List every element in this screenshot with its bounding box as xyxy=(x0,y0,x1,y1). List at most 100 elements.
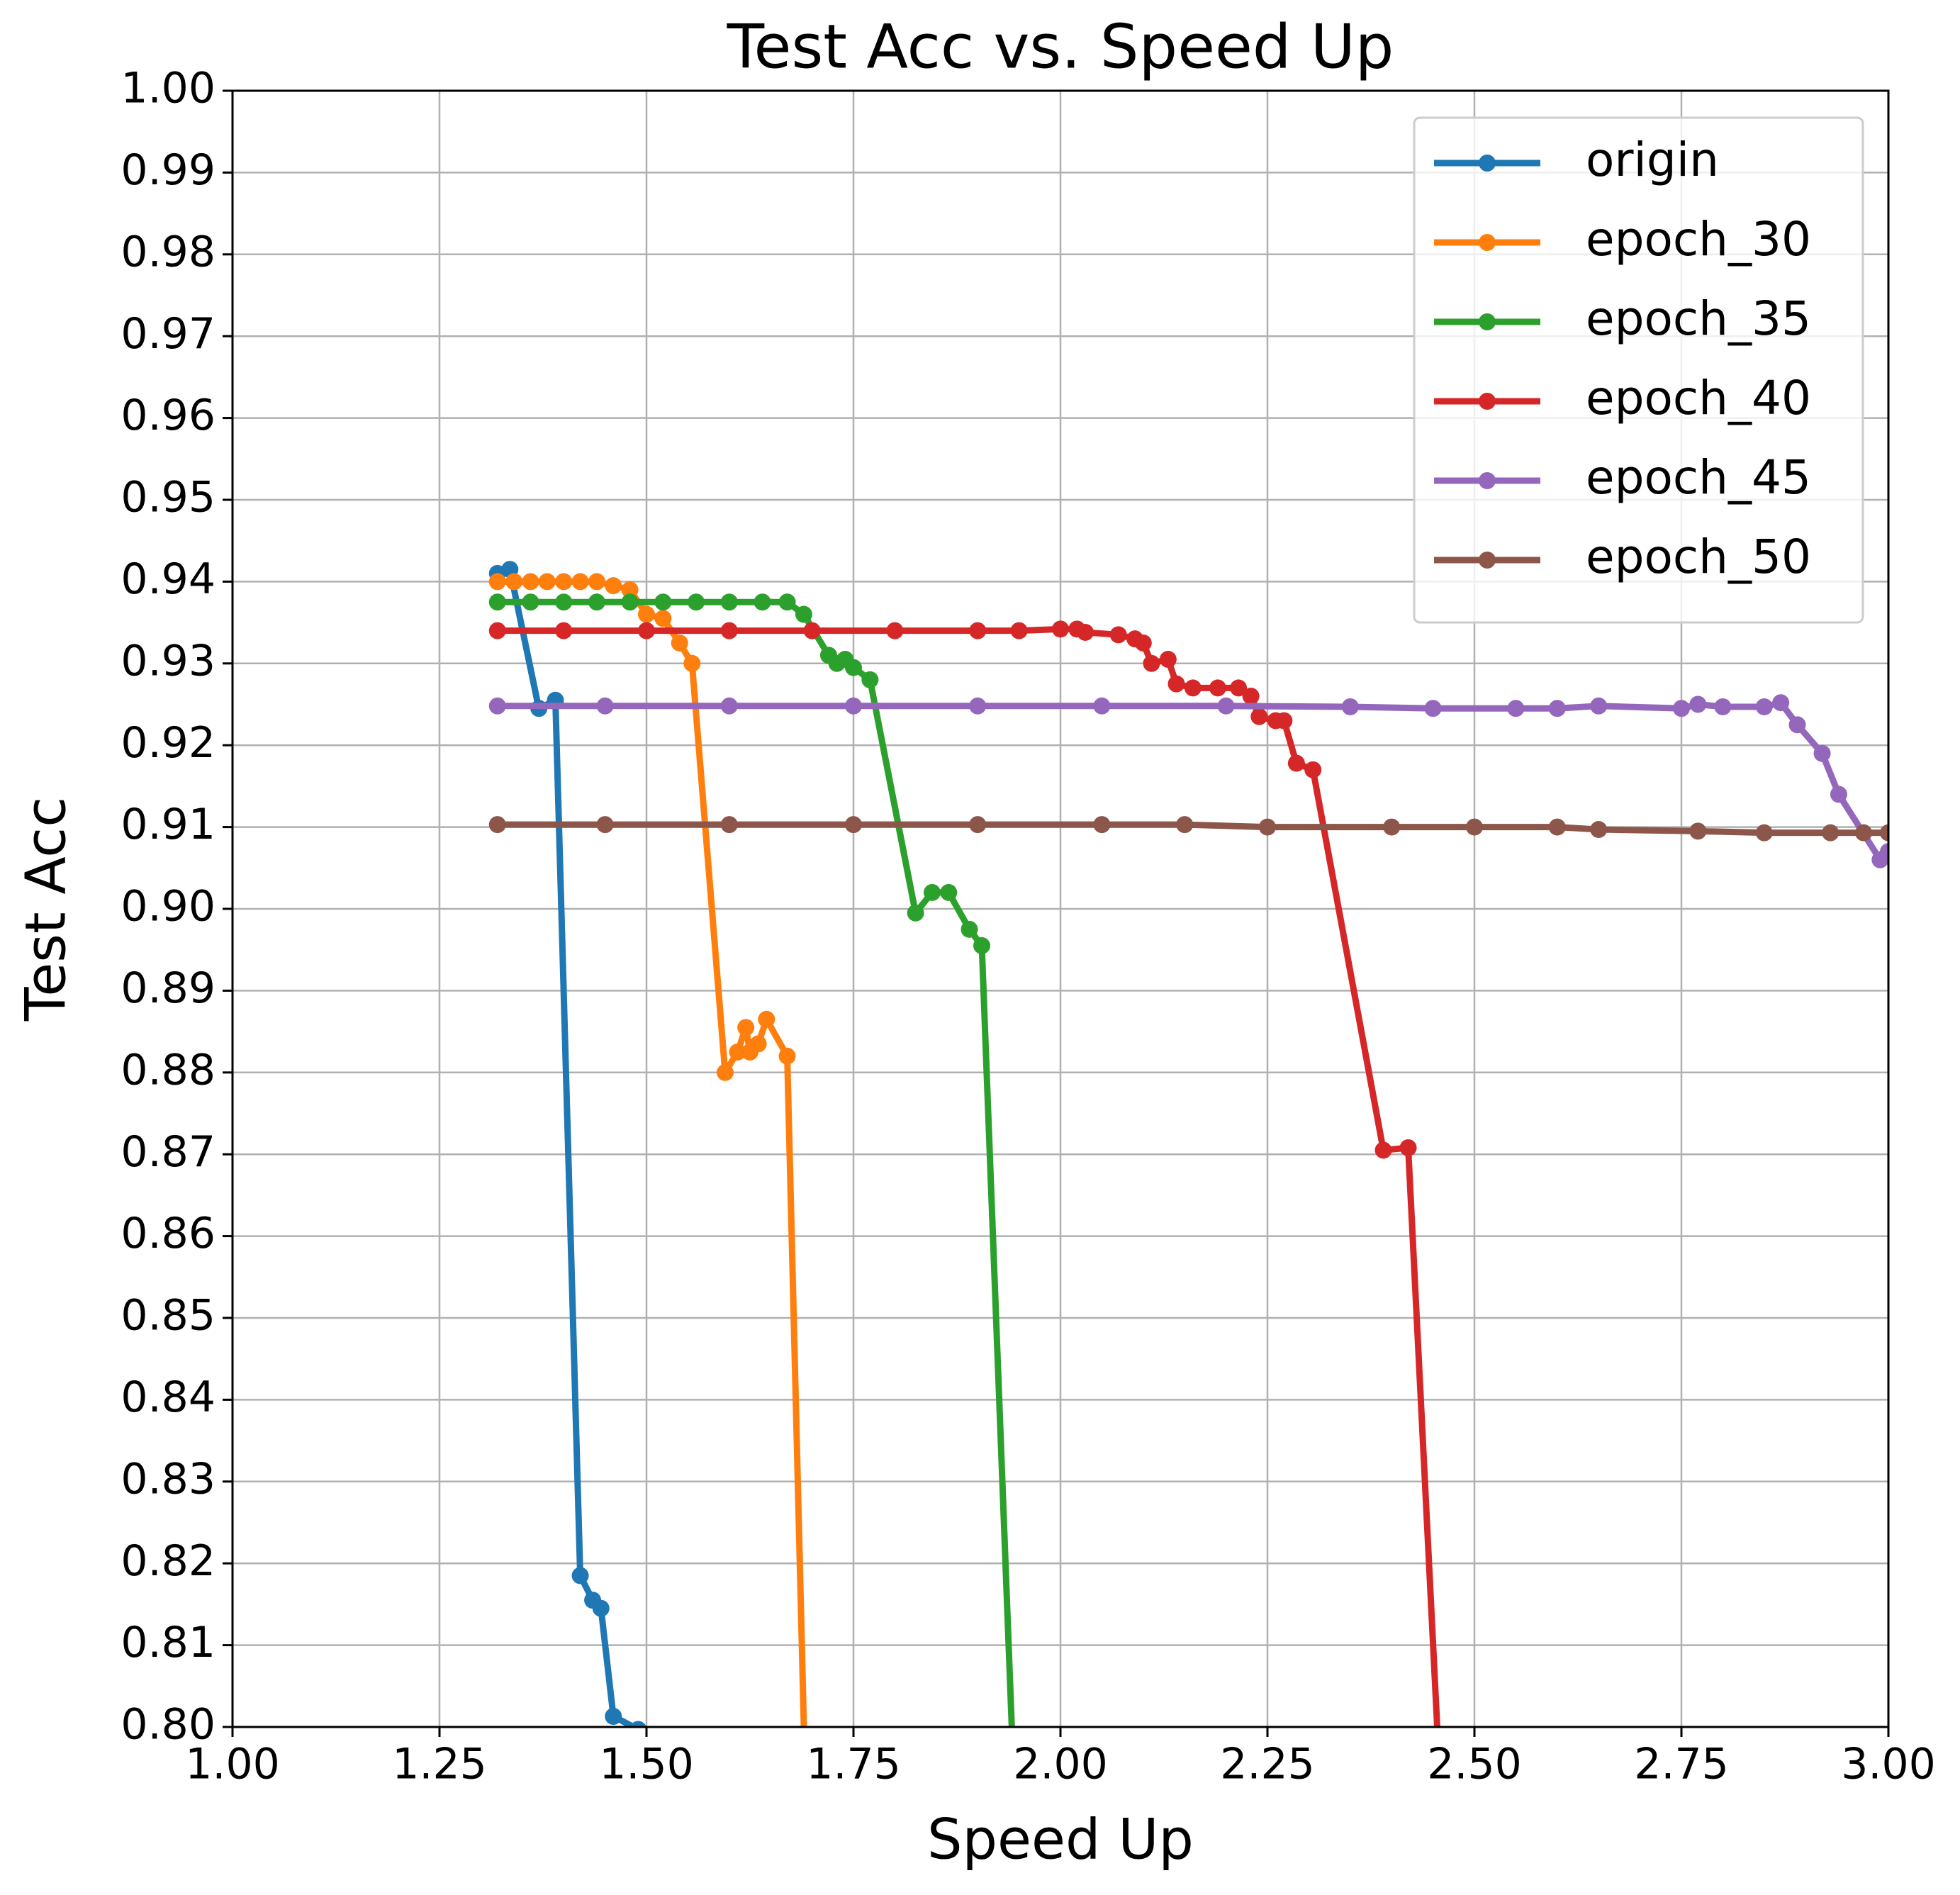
x-tick-label: 2.00 xyxy=(1013,1740,1108,1789)
data-point xyxy=(886,622,904,639)
data-point xyxy=(555,573,573,591)
data-point xyxy=(845,659,862,676)
data-point xyxy=(907,904,924,922)
y-tick-label: 0.82 xyxy=(121,1536,215,1586)
y-tick-label: 0.98 xyxy=(121,227,215,276)
legend-label: epoch_45 xyxy=(1586,450,1811,505)
data-point xyxy=(1209,679,1226,697)
legend-marker xyxy=(1479,313,1496,330)
legend-marker xyxy=(1479,472,1496,489)
data-point xyxy=(1109,626,1127,644)
data-point xyxy=(1167,675,1185,693)
data-point xyxy=(683,654,701,672)
data-point xyxy=(629,1721,646,1727)
data-point xyxy=(654,610,672,627)
y-tick-label: 0.94 xyxy=(121,554,215,604)
data-point xyxy=(720,816,738,834)
data-point xyxy=(1880,824,1888,842)
data-point xyxy=(571,1567,589,1584)
data-point xyxy=(1341,698,1359,715)
data-point xyxy=(778,593,796,611)
data-point xyxy=(1287,754,1305,772)
data-point xyxy=(1755,824,1773,842)
data-point xyxy=(1143,654,1160,672)
data-point xyxy=(1590,821,1608,839)
data-point xyxy=(522,573,539,591)
ticks: 1.00 1.25 1.50 1.75 2.00 2.25 2.50 2.75 3.00 0.80… xyxy=(121,64,1935,1789)
data-point xyxy=(1689,822,1707,840)
x-axis-label: Speed Up xyxy=(927,1808,1194,1872)
data-point xyxy=(1590,697,1608,715)
data-point xyxy=(1755,698,1773,715)
data-point xyxy=(1466,818,1483,836)
legend-label: epoch_30 xyxy=(1586,212,1811,267)
data-point xyxy=(716,1063,734,1081)
data-point xyxy=(720,622,738,639)
data-point xyxy=(845,816,862,834)
y-tick-label: 0.92 xyxy=(121,718,215,768)
data-point xyxy=(1689,695,1707,713)
data-point xyxy=(1424,700,1442,717)
data-point xyxy=(1217,697,1235,715)
data-point xyxy=(1383,818,1401,836)
data-point xyxy=(605,1707,622,1725)
y-tick-label: 0.81 xyxy=(121,1618,215,1667)
y-tick-label: 0.89 xyxy=(121,963,215,1013)
y-tick-label: 0.87 xyxy=(121,1127,215,1177)
data-point xyxy=(778,1047,796,1065)
data-point xyxy=(1259,818,1276,836)
data-point xyxy=(969,622,987,639)
data-point xyxy=(961,920,978,938)
data-point xyxy=(940,883,958,901)
y-tick-label: 0.99 xyxy=(121,145,215,195)
legend-marker xyxy=(1479,234,1496,251)
data-point xyxy=(1077,623,1094,641)
data-point xyxy=(758,1010,775,1028)
data-point xyxy=(555,622,573,639)
legend-marker xyxy=(1479,393,1496,410)
x-tick-label: 1.00 xyxy=(185,1740,280,1789)
y-tick-label: 0.90 xyxy=(121,882,215,932)
x-tick-label: 3.00 xyxy=(1841,1740,1936,1789)
data-point xyxy=(845,697,862,715)
y-tick-label: 0.84 xyxy=(121,1373,215,1422)
data-point xyxy=(720,697,738,715)
data-point xyxy=(1548,700,1566,717)
x-tick-label: 1.25 xyxy=(392,1740,487,1789)
data-point xyxy=(1230,679,1248,697)
data-point xyxy=(1184,679,1202,697)
data-point xyxy=(588,573,605,591)
data-point xyxy=(1788,716,1806,734)
data-point xyxy=(522,593,539,611)
legend-label: epoch_35 xyxy=(1586,291,1811,346)
data-point xyxy=(729,1043,746,1061)
data-point xyxy=(571,573,589,591)
y-tick-label: 0.91 xyxy=(121,800,215,849)
data-point xyxy=(737,1019,755,1036)
data-point xyxy=(488,593,506,611)
y-tick-label: 0.97 xyxy=(121,309,215,359)
data-point xyxy=(973,937,991,954)
x-tick-label: 2.75 xyxy=(1634,1740,1729,1789)
data-point xyxy=(596,816,614,834)
data-point xyxy=(605,577,622,595)
data-point xyxy=(488,816,506,834)
data-point xyxy=(596,697,614,715)
y-tick-label: 0.88 xyxy=(121,1045,215,1095)
data-point xyxy=(749,1035,767,1053)
data-point xyxy=(621,581,639,598)
y-tick-label: 0.86 xyxy=(121,1209,215,1258)
y-tick-label: 0.93 xyxy=(121,636,215,686)
data-point xyxy=(1507,700,1525,717)
data-point xyxy=(1134,634,1152,652)
data-point xyxy=(638,622,655,639)
data-point xyxy=(555,593,573,611)
data-point xyxy=(671,634,688,652)
data-point xyxy=(1822,824,1839,842)
data-point xyxy=(505,573,523,591)
data-point xyxy=(1250,708,1268,725)
data-point xyxy=(1813,744,1831,762)
data-point xyxy=(654,593,672,611)
data-point xyxy=(969,697,987,715)
